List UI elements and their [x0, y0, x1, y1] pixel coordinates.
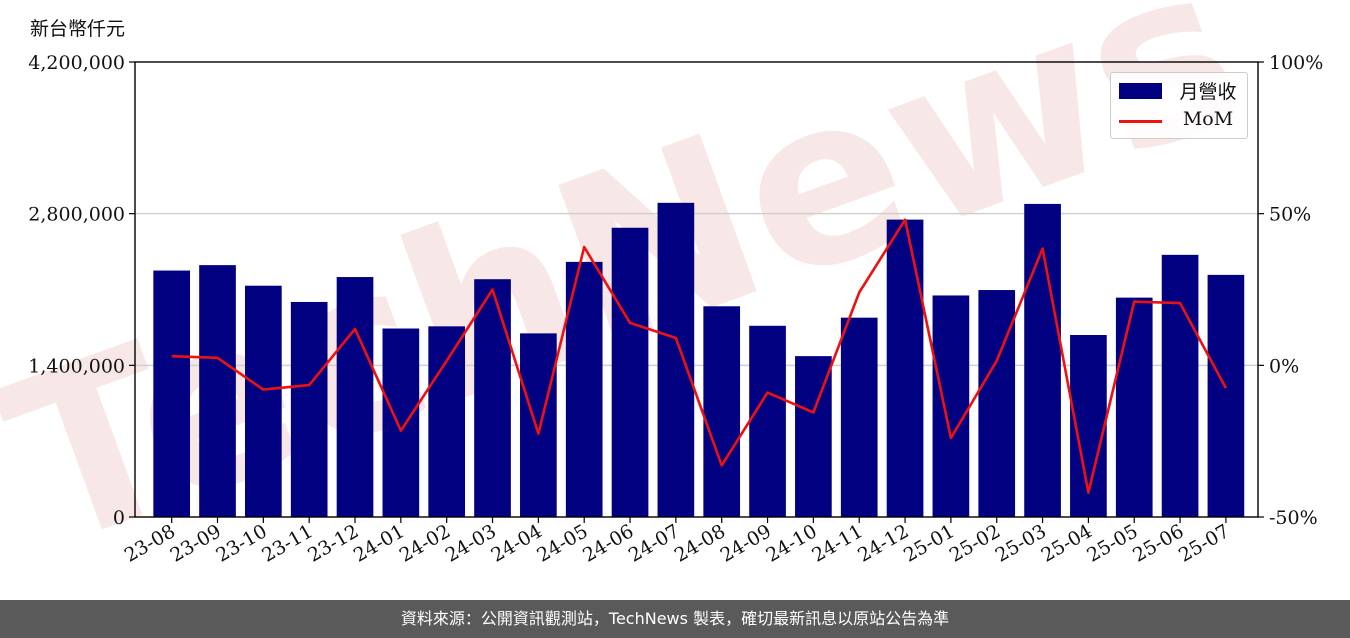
revenue-bar: [1024, 203, 1061, 517]
x-tick-label: 24-03: [442, 520, 500, 566]
revenue-bar: [290, 301, 328, 517]
x-tick-label: 25-03: [992, 520, 1050, 566]
revenue-bar: [611, 227, 649, 517]
legend-label-mom: MoM: [1182, 108, 1234, 130]
y-axis-unit-label: 新台幣仟元: [30, 18, 126, 40]
x-tick-label: 24-11: [808, 520, 866, 566]
left-tick-label: 1,400,000: [28, 355, 125, 377]
revenue-bar: [978, 290, 1016, 517]
left-axis-ticks: 0 1,400,000 2,800,000 4,200,000: [28, 52, 135, 529]
x-tick-label: 24-12: [854, 520, 912, 566]
revenue-bar: [840, 317, 878, 517]
revenue-bar: [153, 270, 191, 517]
revenue-bar: [657, 202, 695, 518]
revenue-bar: [1161, 254, 1199, 518]
x-tick-label: 24-04: [487, 520, 545, 566]
right-tick-label: 50%: [1269, 204, 1311, 226]
mom-line-series: [171, 218, 1228, 495]
x-tick-label: 25-01: [900, 520, 958, 566]
legend-item-mom: MoM: [1111, 106, 1247, 136]
x-tick-label: 25-02: [946, 520, 1004, 566]
axes: [134, 61, 1259, 518]
x-tick-label: 24-09: [717, 520, 775, 566]
revenue-bar: [382, 328, 420, 517]
revenue-bar: [428, 326, 466, 517]
legend-label-revenue: 月營收: [1179, 81, 1237, 103]
x-tick-label: 24-08: [671, 520, 729, 566]
revenue-bar: [336, 277, 374, 517]
revenue-bar: [1115, 297, 1153, 517]
revenue-bar: [199, 265, 236, 517]
legend-swatch-line: [1119, 120, 1162, 123]
x-tick-label: 25-05: [1083, 520, 1141, 566]
bar-series: [153, 202, 1245, 518]
revenue-bar: [932, 295, 970, 517]
source-footer: 資料來源：公開資訊觀測站，TechNews 製表，確切最新訊息以原站公告為準: [0, 600, 1350, 638]
x-tick-label: 24-07: [625, 520, 683, 566]
mom-line: [171, 218, 1228, 495]
left-tick-label: 0: [113, 507, 125, 529]
revenue-bar: [886, 219, 924, 517]
right-tick-label: -50%: [1269, 507, 1318, 529]
x-tick-label: 24-06: [579, 520, 637, 566]
revenue-bar: [749, 325, 786, 517]
revenue-bar: [1207, 274, 1245, 517]
revenue-bar: [520, 333, 557, 517]
legend-item-revenue: 月營收: [1111, 75, 1247, 105]
x-tick-label: 25-06: [1129, 520, 1187, 566]
x-tick-label: 24-10: [762, 520, 820, 566]
right-tick-label: 100%: [1269, 52, 1323, 74]
revenue-bar: [245, 285, 282, 517]
x-tick-label: 25-04: [1037, 520, 1095, 566]
x-axis-ticks: 23-0823-0923-1023-1123-1224-0124-0224-03…: [121, 517, 1233, 567]
left-tick-label: 4,200,000: [28, 52, 125, 74]
right-tick-label: 0%: [1269, 355, 1299, 377]
revenue-bar: [703, 306, 741, 517]
legend: 月營收 MoM: [1110, 72, 1248, 139]
x-tick-label: 25-07: [1175, 520, 1233, 566]
x-tick-label: 23-12: [304, 520, 362, 566]
x-tick-label: 24-05: [533, 520, 591, 566]
x-tick-label: 24-01: [350, 520, 408, 566]
revenue-bar: [474, 279, 511, 517]
right-axis-ticks: -50% 0% 50% 100%: [1258, 52, 1323, 529]
revenue-bar: [565, 261, 603, 517]
left-tick-label: 2,800,000: [28, 204, 125, 226]
x-tick-label: 24-02: [396, 520, 454, 566]
plot-frame: [134, 61, 1259, 518]
legend-swatch-bar: [1119, 83, 1162, 99]
